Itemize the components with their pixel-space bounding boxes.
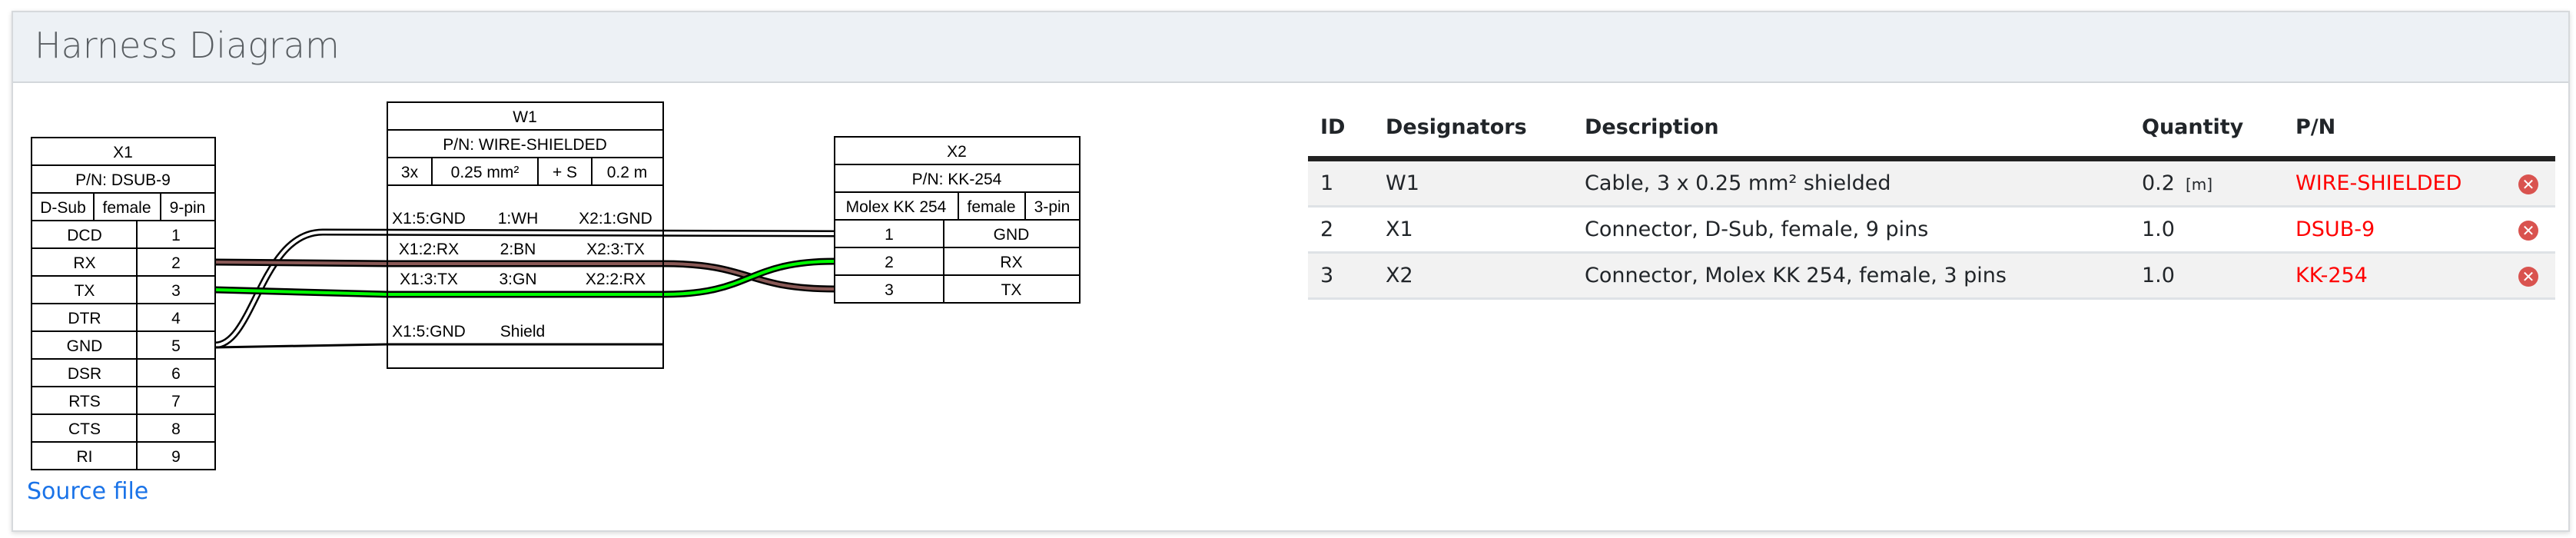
- row-designators: W1: [1386, 158, 1585, 208]
- cable-w1[interactable]: [387, 101, 664, 369]
- x1-pin-label: DCD: [67, 227, 102, 244]
- x1-pin-label: DTR: [68, 310, 101, 327]
- connector-x1[interactable]: [31, 137, 216, 470]
- wire-shield: [214, 343, 663, 349]
- x1-pin-label: GND: [67, 337, 103, 355]
- wire-id: 3:GN: [499, 271, 536, 288]
- bom-header-row: ID Designators Description Quantity P/N: [1308, 98, 2555, 161]
- wire-wh: [214, 228, 835, 349]
- x2-pin-num: 1: [885, 226, 894, 244]
- w1-pn: P/N: WIRE-SHIELDED: [443, 136, 607, 154]
- x2-pin-num: 3: [885, 281, 894, 299]
- x1-pin-label: CTS: [68, 420, 101, 438]
- x2-name: X2: [947, 143, 967, 161]
- x2-pincount: 3-pin: [1034, 198, 1071, 216]
- x1-pincount: 9-pin: [170, 199, 206, 217]
- remove-circle-icon[interactable]: ✕: [2518, 174, 2538, 194]
- row-designators: X1: [1386, 206, 1585, 254]
- col-quantity: Quantity: [2142, 98, 2295, 161]
- x1-pin-num: 7: [171, 393, 181, 410]
- row-id: 2: [1308, 206, 1386, 254]
- x1-pin-label: TX: [75, 282, 95, 300]
- col-actions: [2518, 98, 2555, 161]
- x1-type: D-Sub: [40, 199, 86, 217]
- table-row: 3 X2 Connector, Molex KK 254, female, 3 …: [1308, 252, 2555, 300]
- x1-pin-num: 1: [171, 227, 181, 244]
- x2-pin-label: RX: [1000, 254, 1022, 271]
- shield-from: X1:5:GND: [392, 323, 466, 340]
- wire-to: X2:2:RX: [586, 271, 646, 288]
- wire-gn: [214, 257, 835, 298]
- row-quantity: 0.2 [m]: [2142, 158, 2295, 208]
- x1-pin-num: 9: [171, 448, 181, 466]
- table-row: 1 W1 Cable, 3 x 0.25 mm² shielded 0.2 [m]…: [1308, 158, 2555, 208]
- x1-name: X1: [113, 144, 133, 161]
- row-description: Cable, 3 x 0.25 mm² shielded: [1585, 158, 2142, 208]
- table-row: 2 X1 Connector, D-Sub, female, 9 pins 1.…: [1308, 206, 2555, 254]
- x1-gender: female: [102, 199, 151, 217]
- x1-pin-num: 6: [171, 365, 181, 383]
- x1-pin-num: 3: [171, 282, 181, 300]
- row-designators: X2: [1386, 252, 1585, 300]
- row-pn: KK-254: [2295, 252, 2518, 300]
- remove-circle-icon[interactable]: ✕: [2518, 267, 2538, 287]
- w1-length: 0.2 m: [607, 164, 648, 181]
- wire-id: 2:BN: [500, 241, 536, 258]
- x1-pin-num: 5: [171, 337, 181, 355]
- x2-pin-num: 2: [885, 254, 894, 271]
- col-id: ID: [1308, 98, 1386, 161]
- col-designators: Designators: [1386, 98, 1585, 161]
- x1-pin-num: 4: [171, 310, 181, 327]
- source-file-link[interactable]: Source file: [27, 478, 149, 505]
- col-pn: P/N: [2295, 98, 2518, 161]
- x2-pin-label: TX: [1001, 281, 1022, 299]
- row-description: Connector, Molex KK 254, female, 3 pins: [1585, 252, 2142, 300]
- x1-pin-num: 8: [171, 420, 181, 438]
- wire-from: X1:3:TX: [400, 271, 458, 288]
- row-quantity: 1.0: [2142, 206, 2295, 254]
- w1-shield: + S: [553, 164, 577, 181]
- x2-gender: female: [967, 198, 1015, 216]
- w1-name: W1: [513, 108, 537, 126]
- bom-table: ID Designators Description Quantity P/N …: [1308, 98, 2555, 300]
- x2-type: Molex KK 254: [846, 198, 947, 216]
- card-header: Harness Diagram: [13, 12, 2568, 83]
- quantity-value: 1.0: [2142, 218, 2175, 241]
- x1-pin-label: RX: [73, 254, 95, 272]
- x1-pin-label: DSR: [68, 365, 101, 383]
- wire-to: X2:3:TX: [586, 241, 645, 258]
- quantity-value: 1.0: [2142, 264, 2175, 287]
- col-description: Description: [1585, 98, 2142, 161]
- w1-gauge: 0.25 mm²: [451, 164, 520, 181]
- wire-to: X2:1:GND: [579, 210, 652, 227]
- remove-circle-icon[interactable]: ✕: [2518, 221, 2538, 241]
- wire-id: 1:WH: [498, 210, 539, 227]
- row-pn: WIRE-SHIELDED: [2295, 158, 2518, 208]
- x1-pin-label: RTS: [68, 393, 101, 410]
- row-id: 3: [1308, 252, 1386, 300]
- x2-pin-label: GND: [994, 226, 1030, 244]
- row-description: Connector, D-Sub, female, 9 pins: [1585, 206, 2142, 254]
- row-pn: DSUB-9: [2295, 206, 2518, 254]
- quantity-value: 0.2: [2142, 171, 2175, 195]
- harness-diagram: X1 P/N: DSUB-9 D-Sub female 9-pin DCD 1 …: [31, 101, 1081, 470]
- quantity-unit: [m]: [2185, 175, 2213, 194]
- row-quantity: 1.0: [2142, 252, 2295, 300]
- x1-pn: P/N: DSUB-9: [75, 171, 171, 189]
- w1-count: 3x: [401, 164, 419, 181]
- connector-x2[interactable]: [834, 136, 1081, 304]
- x2-pn: P/N: KK-254: [912, 171, 1002, 188]
- wire-bn: [214, 258, 835, 293]
- x1-pin-num: 2: [171, 254, 181, 272]
- wire-from: X1:2:RX: [399, 241, 459, 258]
- shield-label: Shield: [500, 323, 545, 340]
- x1-pin-label: RI: [77, 448, 93, 466]
- wire-from: X1:5:GND: [392, 210, 466, 227]
- page-title: Harness Diagram: [35, 25, 340, 66]
- row-id: 1: [1308, 158, 1386, 208]
